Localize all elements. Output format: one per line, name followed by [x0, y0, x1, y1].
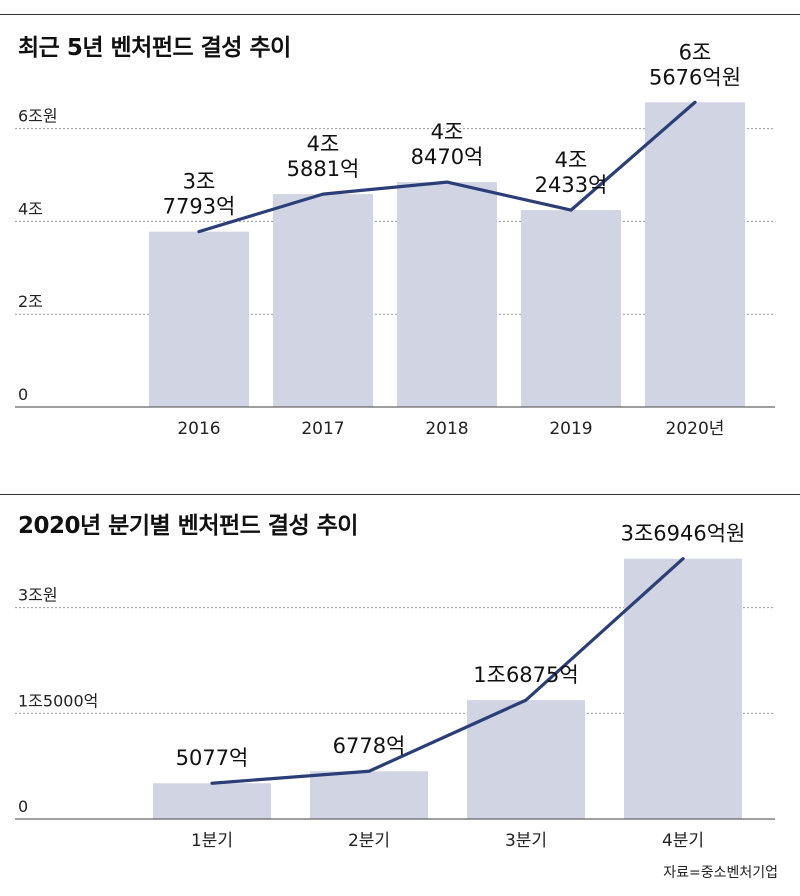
bar: [397, 182, 497, 407]
y-tick-label: 0: [18, 385, 28, 404]
data-label: 4조: [307, 132, 340, 156]
y-tick-label: 0: [18, 797, 28, 816]
data-label: 4조: [555, 148, 588, 172]
data-label: 6778억: [333, 734, 406, 758]
bar: [273, 194, 373, 407]
x-tick-label: 2020년: [666, 419, 725, 439]
data-label: 7793억: [163, 195, 236, 219]
x-tick-label: 2분기: [348, 831, 390, 851]
x-tick-label: 2018: [425, 419, 468, 439]
x-tick-label: 2019: [549, 419, 592, 439]
data-label: 2433억: [535, 173, 608, 197]
y-tick-label: 1조5000억: [18, 691, 98, 710]
y-tick-label: 6조원: [18, 107, 58, 126]
chart2-title: 2020년 분기별 벤처펀드 결성 추이: [18, 513, 358, 539]
y-tick-label: 4조: [18, 199, 43, 218]
bar: [149, 231, 249, 407]
bar: [624, 558, 742, 819]
x-tick-label: 1분기: [191, 831, 233, 851]
x-tick-label: 3분기: [505, 831, 547, 851]
y-tick-label: 2조: [18, 292, 43, 311]
top-rule-chart2: [0, 494, 800, 495]
x-tick-label: 2017: [301, 419, 344, 439]
bar: [153, 783, 271, 819]
data-label: 6조: [679, 40, 712, 64]
bar: [645, 102, 745, 407]
top-rule-chart1: [0, 14, 800, 15]
bar: [467, 700, 585, 819]
data-label: 3조: [183, 170, 216, 194]
x-tick-label: 2016: [177, 419, 220, 439]
data-label: 4조: [431, 120, 464, 144]
data-label: 5077억: [176, 746, 249, 770]
source-note: 자료=중소벤처기업: [663, 865, 778, 881]
bar: [310, 771, 428, 819]
trend-line: [210, 557, 685, 785]
bar: [521, 210, 621, 407]
chart1-title: 최근 5년 벤처펀드 결성 추이: [18, 35, 291, 61]
trend-line: [197, 100, 697, 234]
data-label: 1조6875억: [473, 663, 578, 687]
x-tick-label: 4분기: [662, 831, 704, 851]
data-label: 5881억: [287, 157, 360, 181]
y-tick-label: 3조원: [18, 586, 58, 605]
data-label: 3조6946억원: [621, 522, 746, 546]
data-label: 5676억원: [649, 65, 741, 89]
data-label: 8470억: [411, 145, 484, 169]
